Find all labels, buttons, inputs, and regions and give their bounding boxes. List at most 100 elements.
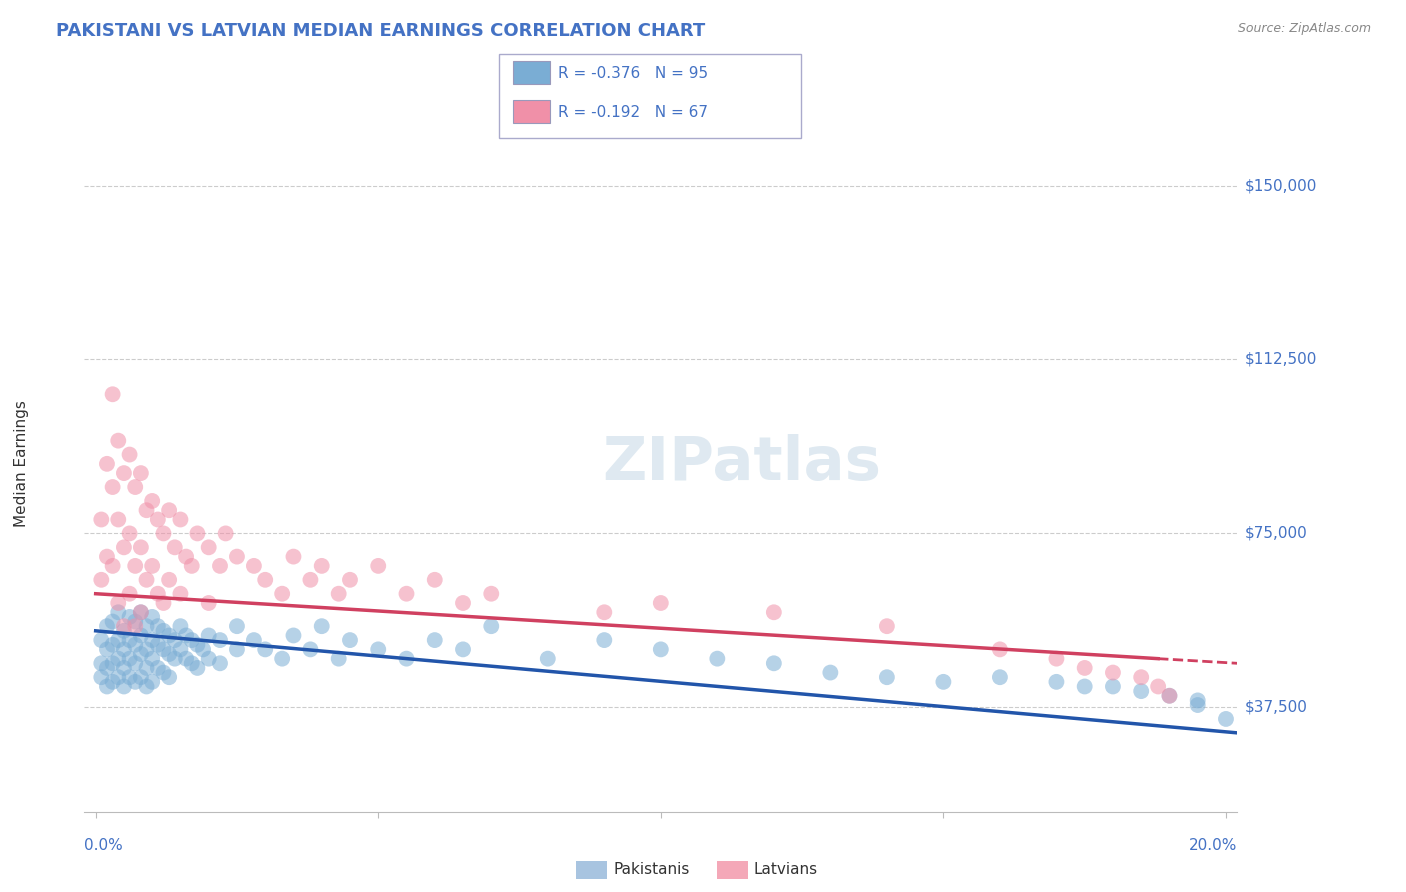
Point bbox=[124, 638, 146, 652]
Point bbox=[180, 633, 202, 648]
Point bbox=[1159, 689, 1181, 703]
Point bbox=[152, 665, 174, 680]
Point bbox=[124, 558, 146, 573]
Point bbox=[1073, 661, 1095, 675]
Point bbox=[226, 642, 249, 657]
Point bbox=[762, 605, 785, 619]
Point bbox=[141, 494, 163, 508]
Point bbox=[141, 651, 163, 665]
Point bbox=[107, 633, 129, 648]
Point bbox=[197, 541, 219, 555]
Point bbox=[96, 619, 118, 633]
Point bbox=[1130, 670, 1153, 684]
Point bbox=[141, 610, 163, 624]
Point bbox=[163, 541, 186, 555]
Point bbox=[186, 526, 208, 541]
Point bbox=[146, 512, 169, 526]
Point bbox=[107, 670, 129, 684]
Point bbox=[96, 642, 118, 657]
Point bbox=[157, 503, 180, 517]
Point bbox=[208, 657, 231, 671]
Point bbox=[129, 670, 152, 684]
Point bbox=[135, 661, 157, 675]
Point bbox=[226, 619, 249, 633]
Point bbox=[367, 642, 389, 657]
Text: Latvians: Latvians bbox=[754, 863, 818, 877]
Point bbox=[932, 674, 955, 689]
Point bbox=[271, 587, 294, 601]
Point bbox=[650, 642, 672, 657]
Point bbox=[129, 466, 152, 480]
Point bbox=[118, 670, 141, 684]
Point bbox=[135, 503, 157, 517]
Point bbox=[169, 642, 191, 657]
Point bbox=[1159, 689, 1181, 703]
Point bbox=[214, 526, 236, 541]
Point bbox=[101, 558, 124, 573]
Point bbox=[163, 651, 186, 665]
Point bbox=[451, 642, 474, 657]
Point bbox=[876, 670, 898, 684]
Text: $75,000: $75,000 bbox=[1244, 526, 1308, 541]
Point bbox=[135, 619, 157, 633]
Point bbox=[146, 587, 169, 601]
Point bbox=[208, 558, 231, 573]
Point bbox=[112, 680, 135, 694]
Point bbox=[129, 541, 152, 555]
Point bbox=[283, 549, 305, 564]
Point bbox=[169, 512, 191, 526]
Text: 0.0%: 0.0% bbox=[84, 838, 124, 854]
Point bbox=[101, 657, 124, 671]
Point bbox=[197, 651, 219, 665]
Point bbox=[96, 661, 118, 675]
Text: $150,000: $150,000 bbox=[1244, 178, 1316, 193]
Text: $37,500: $37,500 bbox=[1244, 700, 1308, 714]
Point bbox=[479, 587, 502, 601]
Point bbox=[174, 549, 197, 564]
Point bbox=[537, 651, 560, 665]
Point bbox=[129, 605, 152, 619]
Point bbox=[157, 670, 180, 684]
Point bbox=[96, 457, 118, 471]
Point bbox=[152, 624, 174, 638]
Point bbox=[101, 615, 124, 629]
Point bbox=[118, 633, 141, 648]
Point bbox=[129, 605, 152, 619]
Text: Median Earnings: Median Earnings bbox=[14, 401, 28, 527]
Point bbox=[197, 628, 219, 642]
Point bbox=[107, 434, 129, 448]
Point bbox=[141, 633, 163, 648]
Point bbox=[118, 610, 141, 624]
Point bbox=[141, 558, 163, 573]
Point bbox=[1187, 698, 1209, 712]
Point bbox=[152, 596, 174, 610]
Point bbox=[311, 558, 333, 573]
Point bbox=[254, 642, 277, 657]
Text: 20.0%: 20.0% bbox=[1189, 838, 1237, 854]
Point bbox=[135, 680, 157, 694]
Point bbox=[112, 661, 135, 675]
Point bbox=[1102, 665, 1125, 680]
Point bbox=[157, 573, 180, 587]
Point bbox=[1187, 693, 1209, 707]
Point bbox=[1215, 712, 1237, 726]
Point bbox=[197, 596, 219, 610]
Point bbox=[90, 573, 112, 587]
Text: Pakistanis: Pakistanis bbox=[613, 863, 689, 877]
Point bbox=[243, 633, 266, 648]
Point bbox=[299, 573, 322, 587]
Point bbox=[152, 526, 174, 541]
Point bbox=[1073, 680, 1095, 694]
Point bbox=[96, 680, 118, 694]
Point bbox=[208, 633, 231, 648]
Point bbox=[96, 549, 118, 564]
Point bbox=[118, 587, 141, 601]
Point bbox=[112, 466, 135, 480]
Point bbox=[146, 661, 169, 675]
Point bbox=[283, 628, 305, 642]
Point bbox=[988, 642, 1011, 657]
Text: ZIPatlas: ZIPatlas bbox=[602, 434, 882, 493]
Text: PAKISTANI VS LATVIAN MEDIAN EARNINGS CORRELATION CHART: PAKISTANI VS LATVIAN MEDIAN EARNINGS COR… bbox=[56, 22, 706, 40]
Point bbox=[101, 638, 124, 652]
Point bbox=[423, 633, 446, 648]
